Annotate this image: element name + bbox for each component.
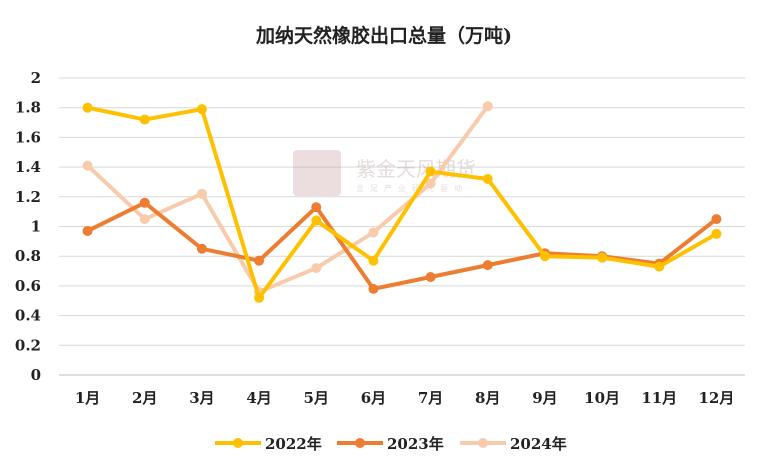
series-line (87, 105, 718, 300)
x-tick-label: 10月 (584, 389, 620, 407)
data-point (482, 260, 493, 271)
y-axis: 0 0.2 0.4 0.6 0.8 1 1.2 1.4 1.6 1.8 2 (15, 69, 41, 384)
data-point (82, 225, 93, 236)
data-point (368, 283, 379, 294)
y-tick-label: 1.6 (15, 128, 41, 146)
data-point (82, 102, 93, 113)
data-point (711, 228, 722, 239)
data-point (139, 114, 150, 125)
x-tick-label: 8月 (475, 389, 500, 407)
y-tick-label: 2 (31, 69, 41, 87)
legend-marker (233, 438, 243, 448)
chart-title: 加纳天然橡胶出口总量（万吨) (255, 24, 512, 47)
series-layer (82, 101, 722, 303)
y-tick-label: 1.8 (15, 99, 41, 117)
data-point (82, 160, 93, 171)
x-tick-label: 5月 (304, 389, 329, 407)
legend-label: 2024年 (510, 435, 567, 453)
y-tick-label: 0.8 (15, 247, 41, 265)
y-tick-label: 0 (31, 366, 41, 384)
x-tick-label: 7月 (418, 389, 443, 407)
x-tick-label: 1月 (75, 389, 100, 407)
data-point (654, 261, 665, 272)
data-point (711, 214, 722, 225)
y-tick-label: 0.4 (15, 307, 41, 325)
data-point (254, 292, 265, 303)
y-tick-label: 0.6 (15, 277, 41, 295)
x-tick-label: 2月 (132, 389, 157, 407)
watermark-logo-icon (293, 150, 341, 196)
data-point (482, 173, 493, 184)
x-tick-label: 9月 (532, 389, 557, 407)
x-tick-label: 3月 (189, 389, 214, 407)
data-point (368, 227, 379, 238)
gridlines (59, 77, 745, 376)
series-line (86, 105, 490, 294)
y-tick-label: 1.4 (15, 158, 41, 176)
data-point (311, 202, 322, 213)
watermark-slogan: 立足产业研究驱动 (356, 183, 468, 193)
legend-label: 2023年 (387, 435, 444, 453)
x-tick-label: 6月 (361, 389, 386, 407)
data-point (482, 101, 493, 112)
watermark-brand: 紫金天风期货 (356, 157, 476, 181)
series-2022年 (82, 102, 722, 303)
legend-label: 2022年 (265, 435, 322, 453)
data-point (196, 243, 207, 254)
series-2023年 (82, 197, 722, 294)
legend-marker (478, 438, 488, 448)
y-tick-label: 1.2 (15, 188, 41, 206)
data-point (196, 188, 207, 199)
x-tick-label: 11月 (641, 389, 677, 407)
data-point (539, 251, 550, 262)
legend: 2022年 2023年 2024年 (215, 435, 567, 453)
y-tick-label: 0.2 (15, 336, 41, 354)
data-point (139, 197, 150, 208)
data-point (425, 271, 436, 282)
x-axis: 1月 2月 3月 4月 5月 6月 7月 8月 9月 10月 11月 12月 (75, 389, 734, 407)
data-point (368, 255, 379, 266)
data-point (139, 214, 150, 225)
data-point (597, 252, 608, 263)
x-tick-label: 12月 (698, 389, 734, 407)
data-point (311, 215, 322, 226)
data-point (196, 104, 207, 115)
series-2024年 (82, 101, 493, 297)
legend-marker (355, 438, 365, 448)
data-point (254, 255, 265, 266)
data-point (425, 178, 436, 189)
data-point (311, 263, 322, 274)
x-tick-label: 4月 (246, 389, 271, 407)
watermark: 紫金天风期货 立足产业研究驱动 (293, 150, 476, 196)
y-tick-label: 1 (31, 218, 41, 236)
data-point (425, 166, 436, 177)
